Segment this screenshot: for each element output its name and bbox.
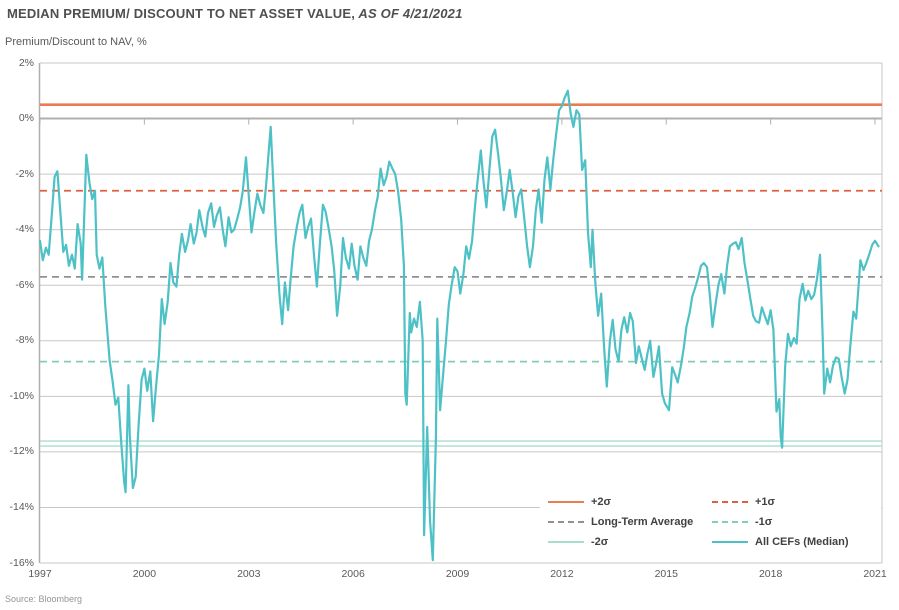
legend-item: +2σ	[548, 492, 693, 512]
y-axis-title: Premium/Discount to NAV, %	[5, 36, 147, 48]
y-tick-label: 0%	[18, 112, 34, 125]
y-tick-label: -10%	[9, 389, 34, 402]
legend-swatch-line	[548, 500, 584, 504]
y-tick-label: 2%	[18, 56, 34, 69]
legend-label: +1σ	[755, 496, 776, 508]
page-title-main: MEDIAN PREMIUM/ DISCOUNT TO NET ASSET VA…	[7, 6, 356, 21]
legend-label: +2σ	[591, 496, 612, 508]
x-tick-label: 2021	[863, 568, 887, 580]
page-title: MEDIAN PREMIUM/ DISCOUNT TO NET ASSET VA…	[7, 6, 463, 21]
legend-swatch-line	[548, 541, 584, 543]
legend-item: All CEFs (Median)	[712, 532, 849, 552]
legend-label: -1σ	[755, 516, 773, 528]
legend-label: -2σ	[591, 536, 609, 548]
x-tick-label: 2009	[445, 568, 470, 580]
legend-item: Long-Term Average	[548, 512, 693, 532]
y-tick-label: -14%	[9, 500, 34, 513]
y-tick-label: -8%	[15, 334, 34, 347]
legend-swatch-line	[712, 540, 748, 544]
legend-swatch-dashed-line	[548, 521, 584, 523]
chart-legend: +2σ Long-Term Average -2σ +1σ -1σ All CEFs (…	[540, 486, 881, 561]
x-tick-label: 2006	[341, 568, 365, 580]
legend-swatch-dashed-line	[712, 501, 748, 503]
legend-item: -1σ	[712, 512, 849, 532]
legend-item: -2σ	[548, 532, 693, 552]
source-note: Source: Bloomberg	[5, 594, 83, 604]
x-tick-label: 1997	[28, 568, 52, 580]
y-tick-label: -6%	[15, 278, 34, 291]
y-tick-label: -16%	[9, 556, 34, 569]
x-tick-label: 2000	[132, 568, 157, 580]
legend-column-right: +1σ -1σ All CEFs (Median)	[712, 492, 849, 552]
x-tick-label: 2012	[550, 568, 574, 580]
y-tick-label: -12%	[9, 445, 34, 458]
legend-item: +1σ	[712, 492, 849, 512]
y-tick-label: -2%	[15, 167, 34, 180]
page-title-date: AS OF 4/21/2021	[355, 6, 463, 21]
x-tick-label: 2003	[237, 568, 261, 580]
y-tick-label: -4%	[15, 223, 34, 236]
series-all-cefs-median	[38, 89, 880, 562]
legend-column-left: +2σ Long-Term Average -2σ	[548, 492, 693, 552]
x-tick-label: 2018	[758, 568, 783, 580]
legend-label: All CEFs (Median)	[755, 536, 849, 548]
x-tick-label: 2015	[654, 568, 678, 580]
legend-label: Long-Term Average	[591, 516, 694, 528]
legend-swatch-dashed-line	[712, 521, 748, 523]
